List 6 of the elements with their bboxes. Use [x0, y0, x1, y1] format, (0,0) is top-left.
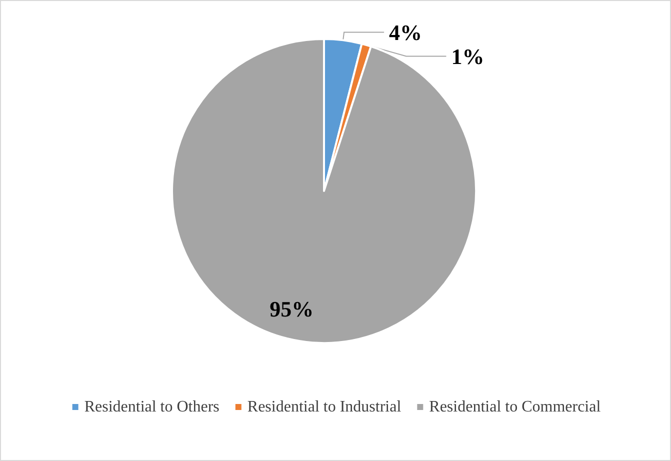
legend-label: Residential to Industrial	[247, 398, 402, 416]
legend-label: Residential to Commercial	[429, 398, 602, 416]
data-label: 4%	[389, 20, 422, 45]
data-label: 95%	[270, 296, 314, 322]
data-label: 1%	[451, 44, 484, 69]
legend-label: Residential to Others	[84, 398, 220, 416]
